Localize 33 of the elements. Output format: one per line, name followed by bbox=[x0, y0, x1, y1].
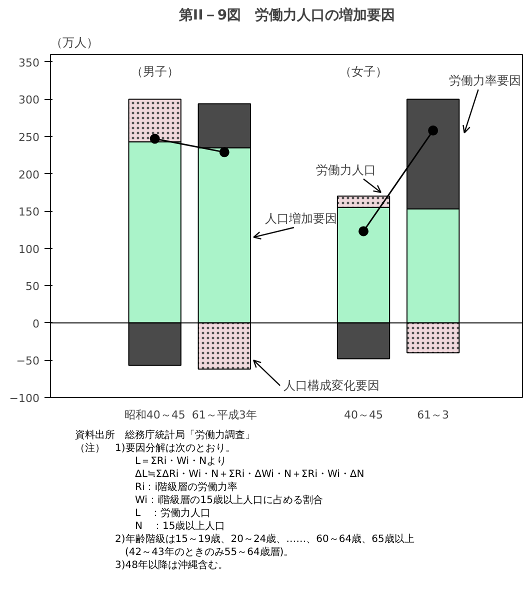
series-label: 労働力率要因 bbox=[449, 74, 522, 88]
y-tick-label: 0 bbox=[32, 317, 40, 330]
text: 人口構成変化要因 bbox=[284, 378, 380, 393]
y-tick-label: 200 bbox=[18, 168, 40, 182]
y-tick-label: 100 bbox=[18, 242, 40, 256]
x-tick-label: 61～3 bbox=[417, 408, 450, 422]
y-tick-label: −50 bbox=[16, 354, 40, 368]
text: N ：15歳以上人口 bbox=[135, 521, 226, 532]
text: (42～43年のときのみ55～64歳層)。 bbox=[125, 547, 294, 558]
chart-title: 第II－9図 労働力人口の増加要因 bbox=[178, 6, 396, 24]
y-tick-label: 350 bbox=[18, 56, 40, 70]
y-tick-label: 300 bbox=[18, 94, 40, 107]
x-tick-label: 昭和40～45 bbox=[124, 408, 186, 422]
text: （注） 1)要因分解は次のとおり。 bbox=[75, 443, 236, 454]
y-axis-title: （万人） bbox=[50, 36, 98, 50]
text: 資料出所 総務庁統計局「労働力調査」 bbox=[75, 430, 255, 441]
annotation: （男子） bbox=[130, 64, 179, 78]
text: 3)48年以降は沖縄含む。 bbox=[115, 560, 228, 571]
text: 2)年齢階級は15～19歳、20～24歳、……、60～64歳、65歳以上 bbox=[115, 534, 414, 545]
y-tick-label: 250 bbox=[18, 131, 40, 144]
text: L＝ΣRi・Wi・Nより bbox=[135, 456, 227, 467]
text: ΔL≒ΣΔRi・Wi・N＋ΣRi・ΔWi・N＋ΣRi・Wi・ΔN bbox=[135, 469, 364, 480]
y-tick-label: 150 bbox=[18, 206, 40, 219]
text: Wi：i階級層の15歳以上人口に占める割合 bbox=[135, 495, 323, 506]
x-tick-label: 61～平成3年 bbox=[192, 408, 257, 422]
x-tick-label: 40～45 bbox=[344, 408, 384, 422]
series-label: 人口増加要因 bbox=[264, 212, 337, 226]
y-tick-label: −100 bbox=[9, 392, 40, 405]
annotation: （女子） bbox=[340, 64, 388, 78]
text: Ri：i階級層の労働力率 bbox=[135, 482, 238, 493]
y-tick-label: 50 bbox=[26, 280, 40, 294]
series-label: 労働力人口 bbox=[316, 163, 376, 178]
text: L ：労働力人口 bbox=[135, 508, 211, 519]
